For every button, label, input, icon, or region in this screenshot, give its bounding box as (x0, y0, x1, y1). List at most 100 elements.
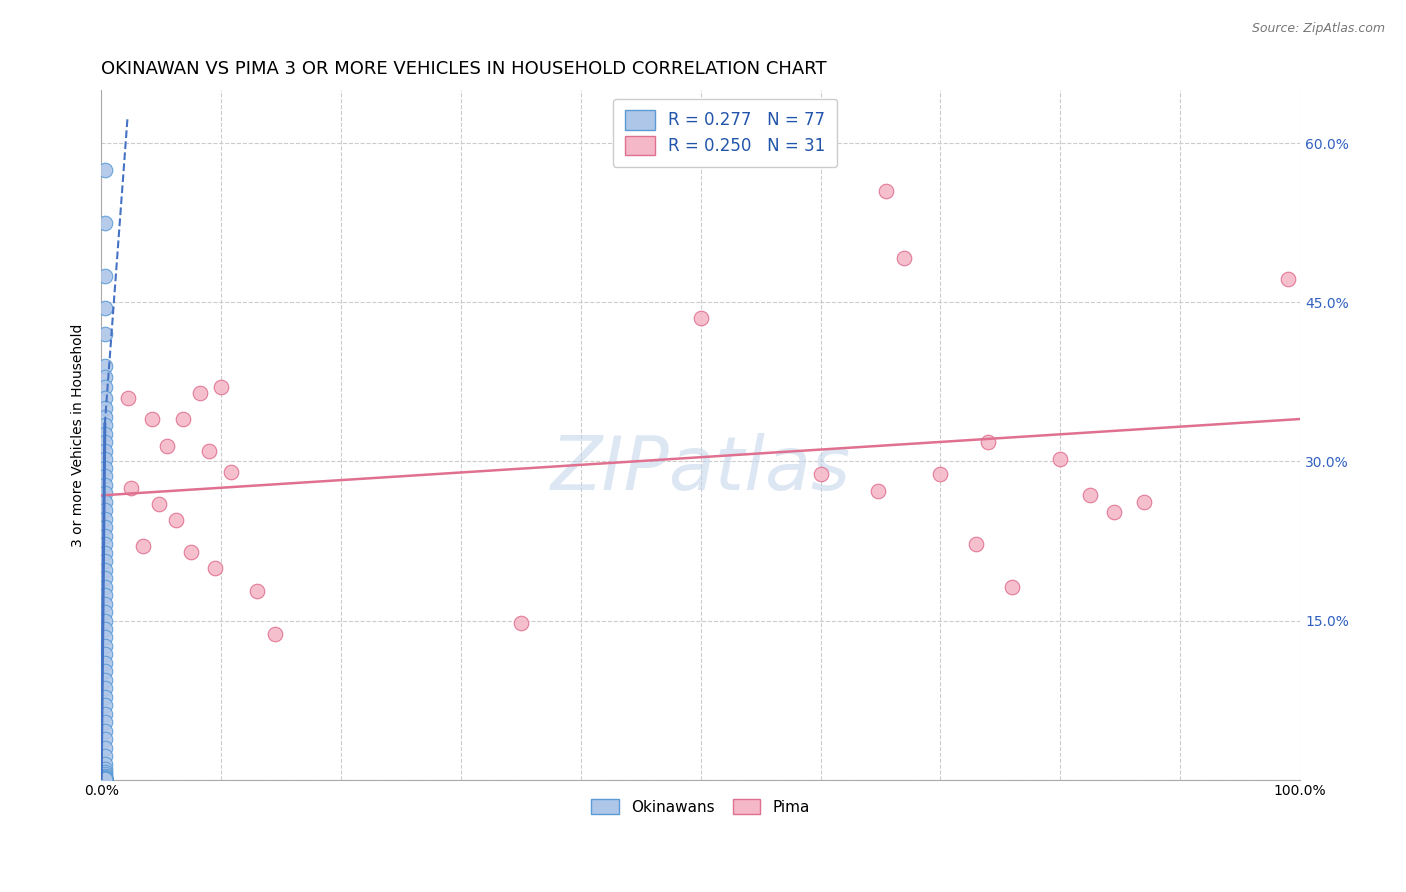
Point (94, 656, 117, 670)
Point (94, 529, 117, 543)
Point (810, 467, 832, 482)
Text: ZIPatlas: ZIPatlas (551, 434, 851, 506)
Point (94, 772, 117, 786)
Point (94, 477, 117, 491)
Point (172, 412, 194, 426)
Point (1049, 452, 1071, 467)
Point (94, 690, 117, 704)
Point (94, 301, 117, 315)
Point (94, 380, 117, 394)
Point (94, 622, 117, 636)
Point (94, 452, 117, 467)
Point (94, 772, 117, 786)
Point (94, 665, 117, 679)
Point (94, 520, 117, 534)
Point (94, 772, 117, 786)
Point (94, 723, 117, 738)
Point (94, 772, 117, 786)
Point (219, 465, 242, 479)
Point (929, 467, 952, 482)
Point (94, 771, 117, 785)
Point (94, 772, 117, 786)
Point (94, 698, 117, 713)
Point (868, 484, 890, 499)
Point (94, 756, 117, 771)
Point (94, 772, 117, 786)
Point (94, 772, 117, 786)
Y-axis label: 3 or more Vehicles in Household: 3 or more Vehicles in Household (72, 323, 86, 547)
Point (94, 359, 117, 373)
Point (132, 539, 155, 553)
Point (141, 412, 163, 426)
Point (94, 486, 117, 500)
Point (94, 772, 117, 786)
Point (148, 497, 170, 511)
Point (875, 184, 897, 198)
Point (1078, 488, 1101, 502)
Point (94, 732, 117, 747)
Point (94, 563, 117, 577)
Point (246, 583, 269, 598)
Point (94, 648, 117, 662)
Point (94, 597, 117, 611)
Point (1001, 580, 1024, 594)
Point (509, 615, 531, 630)
Point (94, 216, 117, 230)
Point (180, 544, 202, 558)
Point (893, 251, 915, 265)
Point (209, 380, 232, 394)
Point (156, 438, 179, 452)
Point (94, 772, 117, 786)
Point (188, 385, 211, 400)
Point (94, 772, 117, 786)
Point (94, 772, 117, 786)
Point (94, 681, 117, 696)
Point (94, 571, 117, 585)
Point (94, 162, 117, 177)
Point (94, 426, 117, 441)
Point (977, 435, 1000, 450)
Point (165, 513, 187, 527)
Point (94, 268, 117, 283)
Point (965, 537, 987, 551)
Point (94, 327, 117, 342)
Point (94, 765, 117, 780)
Point (94, 772, 117, 786)
Point (94, 673, 117, 687)
Point (94, 494, 117, 508)
Point (1104, 505, 1126, 519)
Text: Source: ZipAtlas.com: Source: ZipAtlas.com (1251, 22, 1385, 36)
Point (264, 627, 287, 641)
Point (94, 460, 117, 475)
Point (94, 769, 117, 783)
Point (94, 631, 117, 645)
Point (94, 503, 117, 517)
Point (94, 772, 117, 786)
Point (94, 614, 117, 628)
Point (94, 772, 117, 786)
Legend: Okinawans, Pima: Okinawans, Pima (582, 789, 820, 823)
Point (94, 418, 117, 433)
Point (198, 443, 221, 458)
Point (94, 772, 117, 786)
Point (94, 391, 117, 405)
Point (94, 767, 117, 781)
Point (94, 512, 117, 526)
Point (94, 706, 117, 721)
Point (689, 311, 711, 326)
Point (120, 481, 142, 495)
Point (1277, 272, 1299, 286)
Point (94, 443, 117, 458)
Point (94, 435, 117, 450)
Point (94, 369, 117, 384)
Point (94, 401, 117, 416)
Point (94, 546, 117, 560)
Point (1133, 494, 1156, 508)
Point (117, 391, 139, 405)
Text: OKINAWAN VS PIMA 3 OR MORE VEHICLES IN HOUSEHOLD CORRELATION CHART: OKINAWAN VS PIMA 3 OR MORE VEHICLES IN H… (101, 60, 827, 78)
Point (94, 772, 117, 786)
Point (94, 772, 117, 786)
Point (94, 588, 117, 602)
Point (94, 740, 117, 755)
Point (94, 469, 117, 483)
